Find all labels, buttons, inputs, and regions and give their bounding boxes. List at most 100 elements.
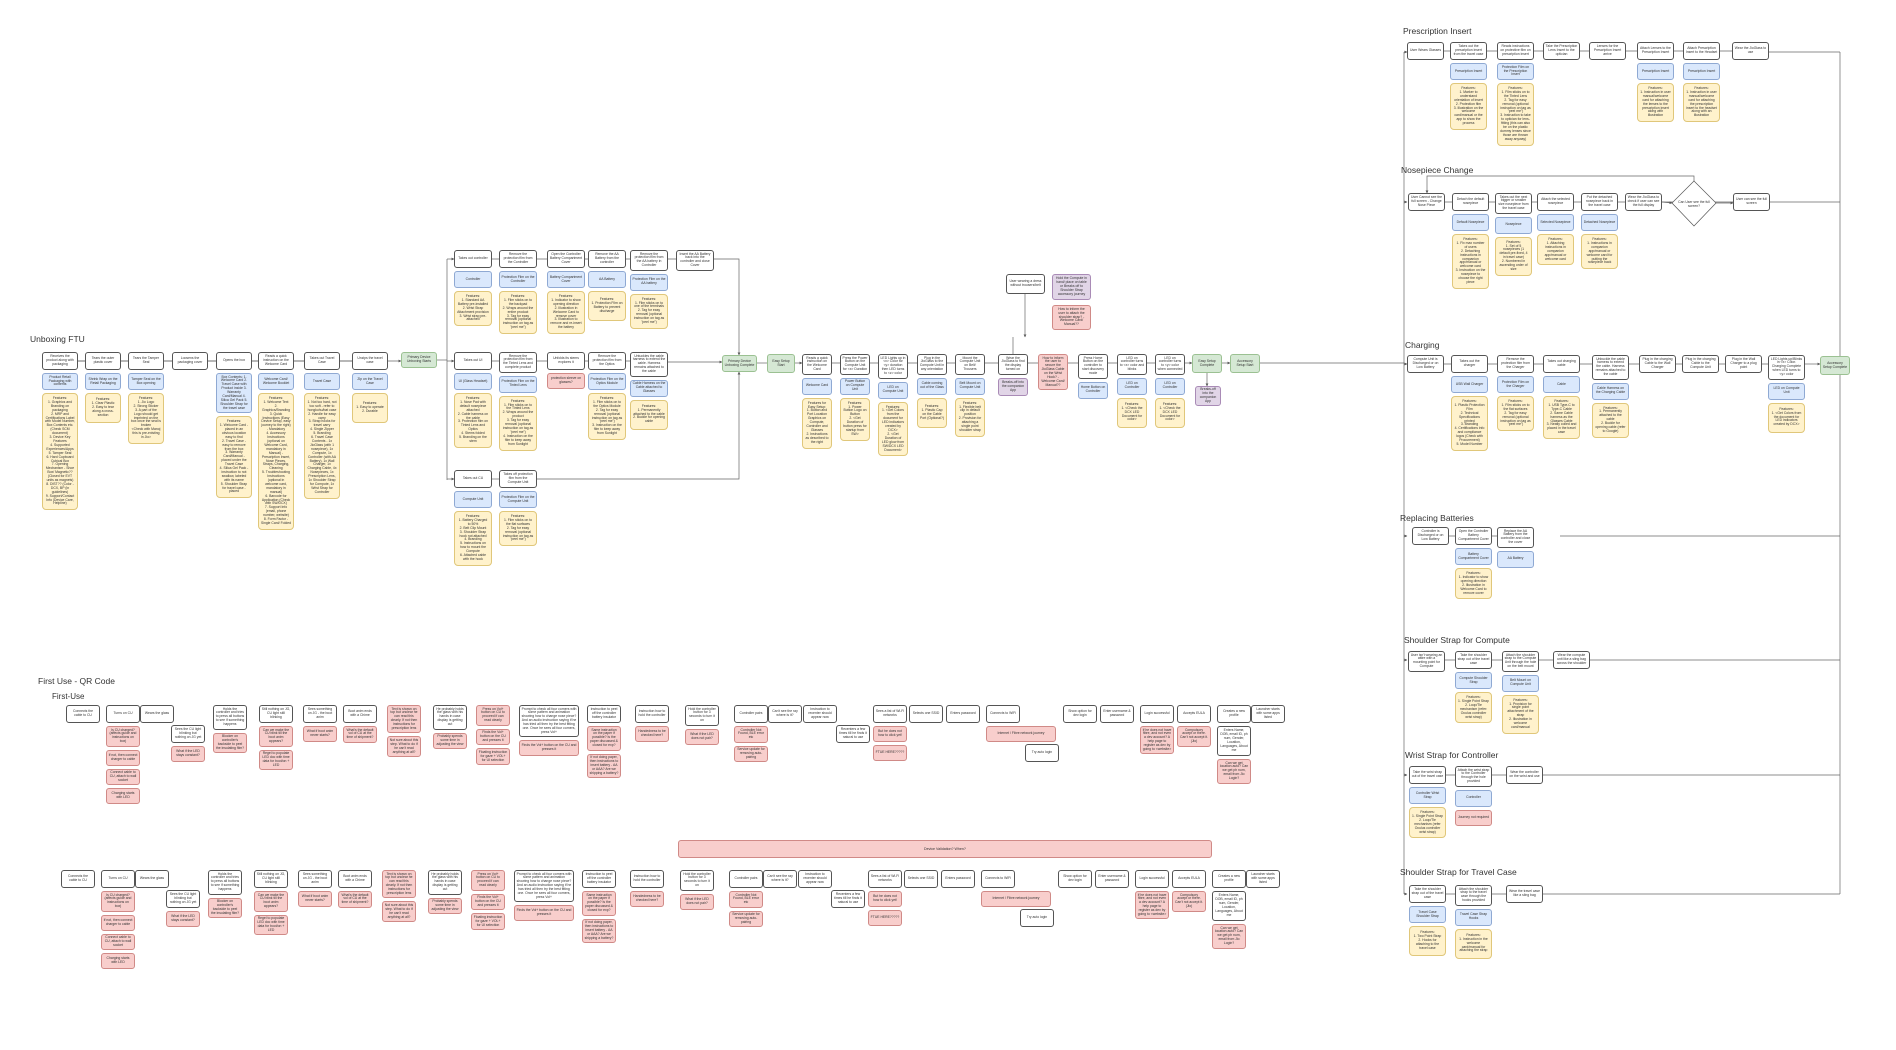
features-node: Features: 1. Welcome Card - placed in an… (216, 416, 252, 499)
first-use-column: Hold the controller button for 3 seconds… (685, 705, 719, 745)
milestone-primary-unboxing-start: Primary Device Unboxing Starts (401, 352, 437, 368)
issue-note: What's the default vol of CU at the time… (343, 726, 377, 743)
issue-note: Handedness to be checked here? (630, 891, 664, 907)
issue-note: What if boot anim never starts? (298, 891, 332, 907)
component-node: Welcome Card (802, 377, 832, 395)
component-node: Protection Film on the AA battery (630, 273, 668, 291)
first-use-column: Still nothing on JG, CU light still blin… (259, 705, 293, 771)
component-node: LED on Compute Unit (878, 381, 908, 399)
component-node: Zip on the Travel Case (352, 373, 388, 390)
first-use-column: Try auto login (1025, 744, 1059, 762)
journey-step: Prompt to check all four corners with so… (519, 705, 579, 738)
strap-compute-column: Take the shoulder strap out of the trave… (1455, 651, 1492, 724)
device-validation-note: Device Validation? When? (678, 840, 1212, 858)
journey-step: Try auto login (1025, 744, 1059, 762)
note-node: Enters Name, DOB, email ID, ph num, Gend… (1212, 891, 1246, 921)
journey-step: Unzips the travel case (352, 352, 388, 370)
prescription-column: Take the Prescription Lens Insert to the… (1543, 42, 1580, 60)
component-node: Cable Harness on the Cable attached to G… (630, 379, 668, 397)
first-use-copy-column: Recenters a few times till he finds it n… (831, 890, 865, 908)
issue-note: If not doing paper, then instructions to… (587, 753, 621, 779)
features-node: Features: 1. Film sticks on to one of th… (630, 293, 668, 329)
first-use-column: Enters password (946, 705, 980, 723)
journey-step: Lenses for the Prescription Insert arriv… (1589, 42, 1626, 60)
component-node: Travel Case (304, 373, 340, 390)
issue-note: Same instruction on the paper if possibl… (587, 726, 621, 751)
unboxing-column: Tears the outer plastic cover Shrink Wrap… (85, 352, 121, 423)
features-node: Features: 1. Jio Logo 2. Strong Sticker … (128, 393, 164, 444)
batteries-column: Replace the AA Battery from the controll… (1497, 527, 1534, 568)
journey-step: User isn't wearing an attire with a moun… (1408, 651, 1445, 672)
issue-note: Service update for removing auto-pairing (729, 910, 763, 928)
journey-step: Attach the wrist strap to the Controller… (1455, 766, 1492, 787)
section-subtitle-first-use: First-Use (52, 692, 85, 701)
section-title-shoulder-strap-compute: Shoulder Strap for Compute (1404, 635, 1510, 645)
component-node: LED on Controller (1155, 377, 1185, 395)
journey-step: Wear the compute unit like a sling bag a… (1553, 651, 1590, 669)
first-use-copy-column: Turns on CU Is CU charged? (affects guide… (101, 870, 135, 970)
component-node: Cable Harness on the Charging Cable (1592, 382, 1629, 400)
prescription-column: Lenses for the Prescription Insert arriv… (1589, 42, 1626, 60)
charging-column: Plug in the charging Cable to the Comput… (1682, 355, 1719, 373)
section-title-wrist-strap: Wrist Strap for Controller (1405, 750, 1499, 760)
journey-step: Take the shoulder strap out of the trave… (1409, 885, 1446, 903)
first-use-column: Accepts EULA Compulsory accept or there. … (1177, 705, 1211, 747)
issue-step: How to inform the user to secure the Jio… (1038, 354, 1068, 391)
journey-step: Wear the JioGlass to check if user can s… (1625, 193, 1662, 211)
journey-step: User can see the full screen (1733, 193, 1770, 211)
unboxing-column: Loosens the packaging cover (172, 352, 208, 370)
journey-step: Sees something on JG - the boot anim (298, 870, 332, 888)
journey-step: Plug in the Wall Charger to a plug point (1725, 355, 1762, 373)
prescription-column: Wear the JioGlass to use (1732, 42, 1769, 60)
strap-compute-column: User isn't wearing an attire with a moun… (1408, 651, 1445, 672)
first-use-copy-column: Prompt to check all four corners with so… (514, 870, 574, 922)
journey-step: Receives the product along with packagin… (42, 352, 78, 370)
journey-step: Holds the controller and tries to press … (213, 705, 247, 730)
glass-branch-column: Remove the protection film from the Opti… (588, 352, 626, 441)
issue-note: Service update for removing auto-pairing (734, 745, 768, 763)
journey-step: Sees the CU light blinking but nothing o… (171, 725, 205, 743)
journey-step: Wears the glass (135, 870, 169, 888)
features-node: Features: 1. Instructions in companion a… (1581, 234, 1618, 270)
first-use-column: Wears the glass (140, 705, 174, 723)
wrist-strap-column: Attach the wrist strap to the Controller… (1455, 766, 1492, 826)
journey-step: Attach Lenses to the Prescription Insert (1637, 42, 1674, 60)
journey-step: Open the Controller Battery Compartment … (547, 250, 585, 268)
features-node: Features: 1. Permanently attached to the… (1592, 402, 1629, 438)
component-node: Battery Compartment Cover (1455, 548, 1492, 565)
unboxing-column: Unzips the travel case Zip on the Travel … (352, 352, 388, 423)
issue-note: Finds the Vol+ button on the CU and pres… (519, 740, 579, 757)
features-node: Features: 1. <Check the DCX LED Document… (1155, 397, 1185, 428)
journey-step: Instruction how to hold the controller (635, 705, 669, 723)
issue-note: Regel to populate LED doc with time data… (254, 914, 288, 936)
journey-step: LED on controller turns to <x> color and… (1117, 354, 1147, 375)
controller-branch-column: Open the Controller Battery Compartment … (547, 250, 585, 335)
journey-step: Takes out controller (454, 250, 492, 268)
journey-step: Wear the JioGlass to find the display tu… (998, 354, 1028, 375)
issue-note: Probably spends some time in adjusting t… (433, 732, 467, 750)
first-use-copy-column: Can't see the ray where is it? (763, 870, 797, 888)
charging-column: Unbuckle the cable harness to extend the… (1592, 355, 1629, 438)
first-use-copy-column: Holds the controller and tries to press … (208, 870, 242, 919)
journey-step: Wear the JioGlass to use (1732, 42, 1769, 60)
journey-step: He probably holds the glass with his han… (428, 870, 462, 895)
first-use-column: Connects to WiFi Internet / Fibre network… (986, 705, 1056, 742)
companion-app-node: Hold the Compute in hand/ place on table… (1052, 274, 1091, 300)
first-use-column: Boot anim ends with a Chime What's the de… (343, 705, 377, 743)
first-use-column: Instruction to recenter should appear no… (803, 705, 837, 723)
journey-step: Press Home Button on the controller to s… (1078, 354, 1108, 379)
component-node: Nosepiece (1495, 216, 1532, 234)
component-node: USB Wall Charger (1451, 376, 1488, 393)
glass-branch-column: Unfolds its stems explores it protection … (547, 352, 585, 389)
nosepiece-retry-loop (1425, 175, 1695, 194)
connector-line (537, 371, 741, 480)
first-use-copy-column: Press on Vol+ button on CU to proceed if… (471, 870, 505, 931)
issue-note: Connect cable to CU, attach to wall sock… (101, 933, 135, 951)
charging-column: Plug in the Wall Charger to a plug point (1725, 355, 1762, 373)
journey-step: Takes out CU (454, 470, 492, 488)
component-node: Shrink Wrap on the Retail Packaging (85, 373, 121, 390)
issue-note: Not sure about this step. What to do if … (382, 901, 416, 923)
features-node: Features: 1. Protection Film on Battery … (588, 291, 626, 321)
features-node: Features: 1. Easy to operate 2. Durable (352, 393, 388, 423)
easy-setup-column: Reads a quick instruction on the Welcome… (802, 354, 832, 449)
